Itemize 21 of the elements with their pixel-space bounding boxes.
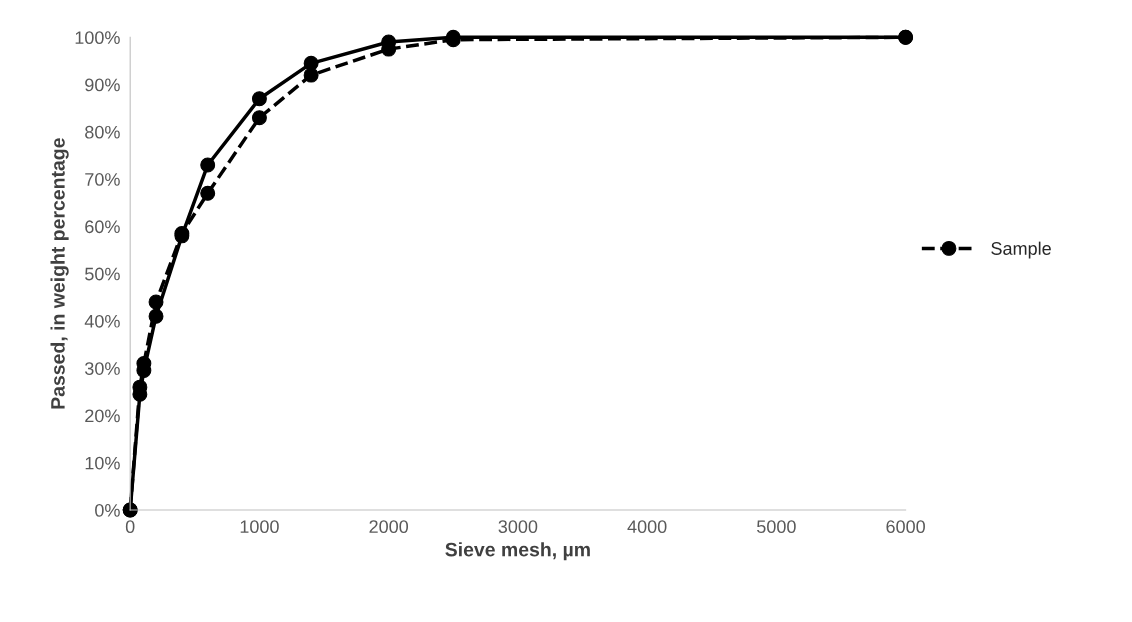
y-tick-label: 10% <box>85 456 120 470</box>
y-tick-label: 50% <box>85 267 120 281</box>
x-tick-label: 5000 <box>757 520 796 534</box>
y-tick-label: 70% <box>85 173 120 186</box>
y-tick-label: 90% <box>85 78 120 92</box>
y-tick-label: 20% <box>85 409 120 423</box>
y-tick-label: 100% <box>75 31 120 45</box>
x-tick-label: 6000 <box>886 520 925 534</box>
y-tick-label: 30% <box>85 362 120 375</box>
y-tick-label: 40% <box>84 314 120 328</box>
y-tick-label: 80% <box>85 125 120 139</box>
x-axis-title: Sieve mesh, µm <box>445 542 590 561</box>
x-tick-label: 0 <box>125 520 135 534</box>
legend-label: Sample <box>991 241 1051 259</box>
x-tick-label: 1000 <box>240 520 279 534</box>
y-tick-label: 60% <box>85 220 120 234</box>
x-tick-label: 2000 <box>369 520 409 534</box>
y-tick-label: 0% <box>95 503 120 517</box>
x-tick-label: 4000 <box>627 520 667 534</box>
y-axis-title: Passed, in weight percentage <box>50 138 69 409</box>
x-tick-label: 3000 <box>498 520 538 534</box>
